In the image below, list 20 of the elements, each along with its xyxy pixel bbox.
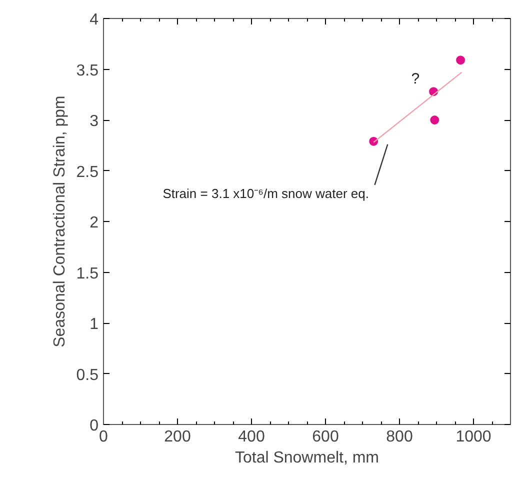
annotation: ? bbox=[411, 70, 420, 88]
x-tick-label: 200 bbox=[164, 428, 191, 446]
y-tick-label: 0 bbox=[90, 418, 99, 434]
annotation: Strain = 3.1 x10⁻⁶/m snow water eq. bbox=[162, 186, 369, 202]
y-tick-label: 1.5 bbox=[76, 265, 99, 282]
y-tick-label: 3 bbox=[90, 113, 99, 130]
y-tick-label: 1 bbox=[90, 316, 99, 333]
point bbox=[456, 56, 466, 65]
y-tick-label: 0.5 bbox=[76, 366, 99, 384]
y-tick-label: 3.5 bbox=[76, 62, 99, 80]
x-tick-label: 600 bbox=[312, 428, 339, 446]
y-axis-title: Seasonal Contractional Strain, ppm bbox=[51, 96, 68, 348]
x-axis-title: Total Snowmelt, mm bbox=[234, 450, 380, 466]
y-tick-label: 2 bbox=[90, 214, 99, 232]
y-tick-label: 4 bbox=[90, 12, 99, 28]
y-tick-label: 2.5 bbox=[76, 164, 99, 181]
x-tick-label: 400 bbox=[238, 428, 265, 446]
point bbox=[430, 116, 440, 124]
x-tick-label: 1000 bbox=[456, 428, 492, 446]
x-tick-label: 800 bbox=[386, 428, 413, 446]
